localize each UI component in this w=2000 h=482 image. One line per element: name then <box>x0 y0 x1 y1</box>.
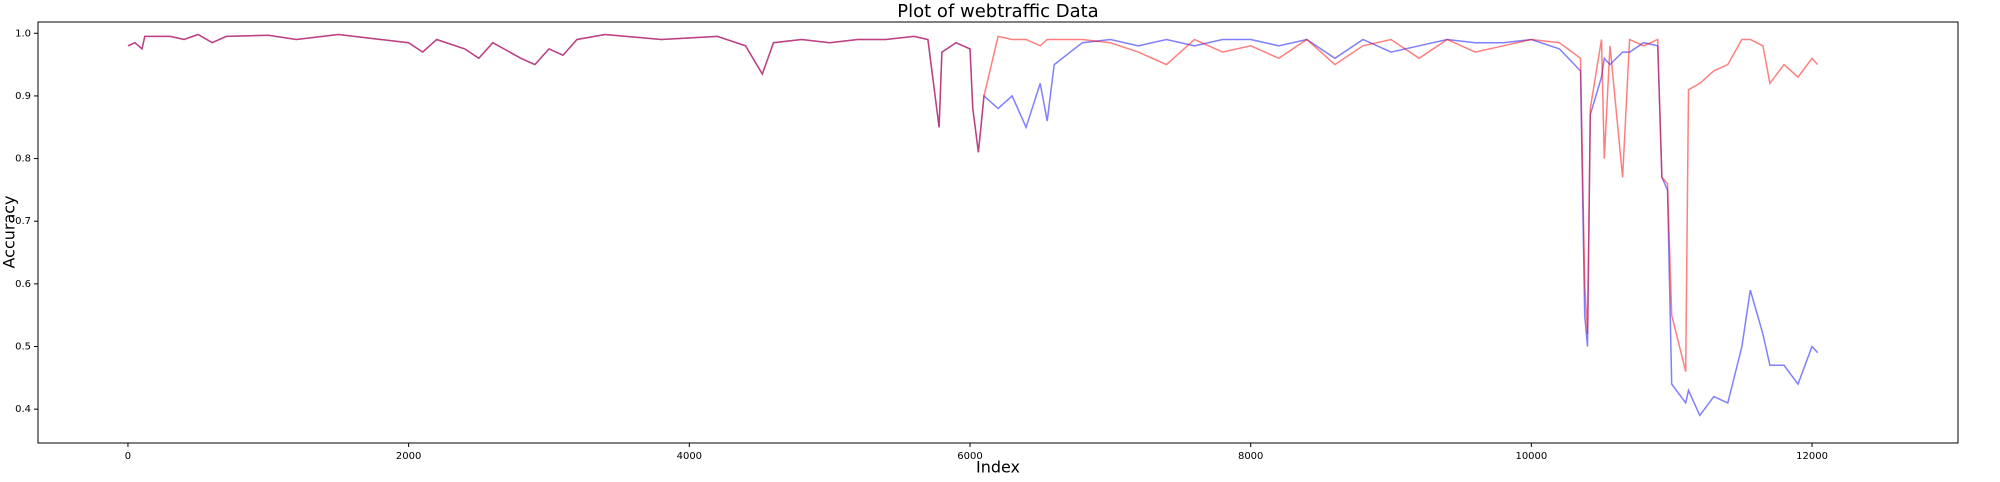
series-line <box>127 33 1819 417</box>
x-tick-label: 8000 <box>1238 451 1263 462</box>
y-tick-label: 1.0 <box>15 28 31 39</box>
y-tick-label: 0.9 <box>15 91 31 102</box>
x-tick-label: 12000 <box>1796 451 1828 462</box>
x-tick-label: 10000 <box>1515 451 1547 462</box>
y-tick-label: 0.4 <box>15 404 31 415</box>
y-tick-label: 0.7 <box>15 216 31 227</box>
plot-frame <box>37 21 1959 444</box>
y-tick-label: 0.5 <box>15 342 31 353</box>
series-line <box>127 33 1819 372</box>
x-tick-label: 4000 <box>677 451 702 462</box>
y-tick-label: 0.8 <box>15 154 31 165</box>
chart-title: Plot of webtraffic Data <box>897 1 1098 22</box>
x-tick-label: 6000 <box>957 451 982 462</box>
x-axis-label: Index <box>976 458 1020 477</box>
x-tick-label: 2000 <box>396 451 421 462</box>
y-tick-label: 0.6 <box>15 279 31 290</box>
y-axis-label: Accuracy <box>0 195 19 268</box>
x-tick-label: 0 <box>125 451 131 462</box>
